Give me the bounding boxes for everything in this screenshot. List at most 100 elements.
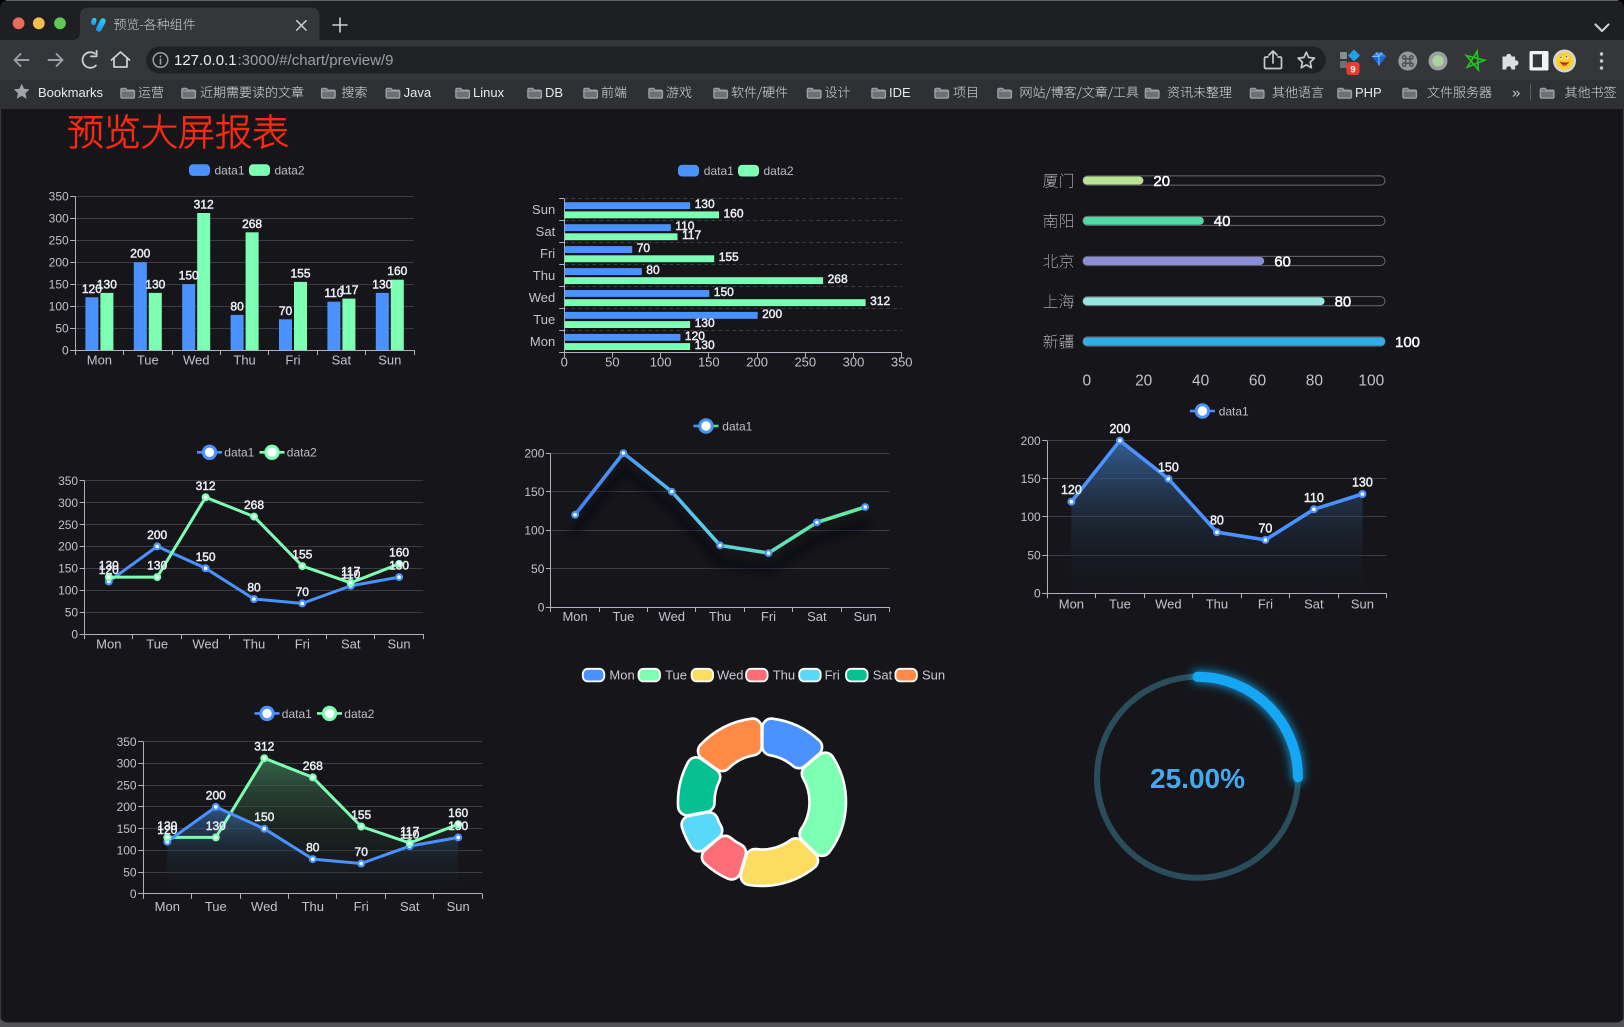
svg-text:Java: Java <box>404 85 432 100</box>
svg-text:Sun: Sun <box>1351 596 1374 611</box>
svg-text:Sat: Sat <box>332 353 352 368</box>
svg-text:80: 80 <box>230 299 244 313</box>
svg-text:Thu: Thu <box>709 609 731 624</box>
svg-text:150: 150 <box>196 550 216 564</box>
svg-text:130: 130 <box>145 277 165 291</box>
svg-text:130: 130 <box>157 819 177 833</box>
svg-text:Thu: Thu <box>233 353 255 368</box>
svg-text:80: 80 <box>1306 373 1324 390</box>
svg-text:Wed: Wed <box>1155 596 1182 611</box>
svg-text:Mon: Mon <box>1059 596 1084 611</box>
svg-text:150: 150 <box>58 562 78 576</box>
svg-text:data1: data1 <box>224 446 254 460</box>
svg-text:250: 250 <box>58 518 78 532</box>
svg-text:Fri: Fri <box>354 899 369 914</box>
svg-text:Wed: Wed <box>659 609 686 624</box>
svg-text:data1: data1 <box>1219 404 1249 418</box>
svg-text:160: 160 <box>448 806 468 820</box>
svg-text:data2: data2 <box>287 446 317 460</box>
svg-text:0: 0 <box>130 887 137 901</box>
svg-text::3000/#/chart/preview/9: :3000/#/chart/preview/9 <box>238 52 394 69</box>
svg-text:Thu: Thu <box>1206 596 1228 611</box>
svg-text:Fri: Fri <box>1258 596 1273 611</box>
svg-text:Thu: Thu <box>773 668 795 683</box>
svg-text:50: 50 <box>605 355 619 370</box>
svg-text:70: 70 <box>1258 521 1272 535</box>
svg-text:70: 70 <box>279 304 293 318</box>
svg-text:Mon: Mon <box>96 637 121 652</box>
svg-text:100: 100 <box>58 584 78 598</box>
svg-text:Bookmarks: Bookmarks <box>38 85 104 100</box>
svg-text:50: 50 <box>123 866 137 880</box>
svg-text:Fri: Fri <box>295 637 310 652</box>
svg-text:60: 60 <box>1249 373 1267 390</box>
svg-text:Wed: Wed <box>183 353 210 368</box>
svg-text:Sat: Sat <box>807 609 827 624</box>
svg-text:200: 200 <box>762 307 782 321</box>
svg-text:312: 312 <box>870 294 890 308</box>
svg-text:150: 150 <box>1158 460 1179 474</box>
svg-text:130: 130 <box>206 819 226 833</box>
svg-text:150: 150 <box>714 285 734 299</box>
svg-text:120: 120 <box>1061 483 1082 497</box>
svg-text:Mon: Mon <box>609 668 634 683</box>
svg-text:data1: data1 <box>282 707 312 721</box>
svg-text:80: 80 <box>646 263 660 277</box>
svg-text:117: 117 <box>682 228 701 242</box>
svg-text:100: 100 <box>1395 334 1420 351</box>
svg-text:130: 130 <box>97 277 117 291</box>
svg-text:350: 350 <box>49 190 69 204</box>
svg-text:Sat: Sat <box>400 899 420 914</box>
svg-text:200: 200 <box>1109 422 1130 436</box>
svg-text:DB: DB <box>545 85 563 100</box>
svg-text:Sun: Sun <box>532 202 555 217</box>
svg-text:268: 268 <box>828 272 848 286</box>
svg-text:0: 0 <box>538 600 545 614</box>
svg-text:155: 155 <box>719 250 739 264</box>
svg-text:120: 120 <box>99 563 119 577</box>
svg-text:Tue: Tue <box>612 609 634 624</box>
svg-text:250: 250 <box>117 779 137 793</box>
svg-text:120: 120 <box>82 282 102 296</box>
svg-text:155: 155 <box>290 266 310 280</box>
svg-text:117: 117 <box>400 825 419 839</box>
svg-text:200: 200 <box>49 256 69 270</box>
svg-text:120: 120 <box>685 329 705 343</box>
svg-text:20: 20 <box>1135 373 1153 390</box>
svg-text:130: 130 <box>695 316 715 330</box>
svg-text:250: 250 <box>794 355 816 370</box>
svg-text:200: 200 <box>147 528 167 542</box>
svg-text:150: 150 <box>1021 472 1041 486</box>
svg-text:130: 130 <box>99 559 119 573</box>
svg-text:160: 160 <box>389 545 409 559</box>
svg-text:160: 160 <box>387 264 407 278</box>
svg-text:Mon: Mon <box>87 353 112 368</box>
svg-text:110: 110 <box>324 286 343 300</box>
svg-text:100: 100 <box>49 299 69 313</box>
svg-text:Sat: Sat <box>1304 596 1324 611</box>
svg-text:80: 80 <box>1210 514 1224 528</box>
svg-text:155: 155 <box>292 548 312 562</box>
svg-text:Wed: Wed <box>717 668 744 683</box>
svg-text:150: 150 <box>179 269 199 283</box>
svg-text:70: 70 <box>296 585 310 599</box>
svg-text:300: 300 <box>843 355 865 370</box>
svg-text:200: 200 <box>130 247 150 261</box>
svg-text:Tue: Tue <box>205 899 227 914</box>
svg-text:Mon: Mon <box>155 899 180 914</box>
svg-text:80: 80 <box>247 581 261 595</box>
svg-text:Sun: Sun <box>388 637 411 652</box>
svg-text:70: 70 <box>637 241 651 255</box>
svg-text:data1: data1 <box>704 164 734 178</box>
svg-text:50: 50 <box>55 321 69 335</box>
svg-text:Linux: Linux <box>473 85 505 100</box>
svg-text:Wed: Wed <box>192 637 219 652</box>
svg-text:25.00%: 25.00% <box>1150 763 1245 794</box>
svg-text:Mon: Mon <box>562 609 587 624</box>
svg-text:70: 70 <box>355 845 369 859</box>
svg-text:300: 300 <box>49 212 69 226</box>
svg-text:Tue: Tue <box>533 312 555 327</box>
svg-text:data2: data2 <box>764 164 794 178</box>
svg-text:»: » <box>1512 85 1520 102</box>
svg-text:Sat: Sat <box>536 224 556 239</box>
